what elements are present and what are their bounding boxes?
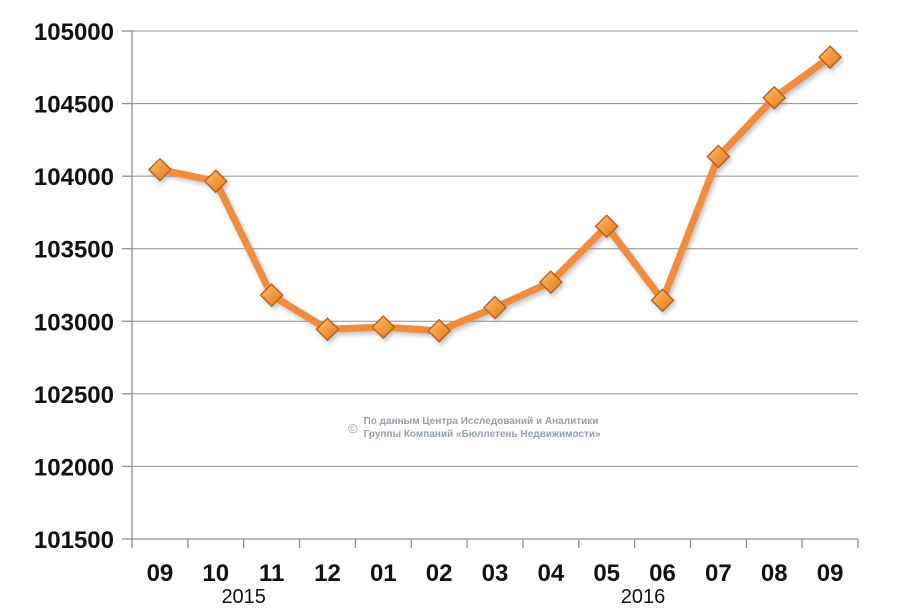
- x-tick-label: 06: [649, 560, 676, 587]
- x-tick-label: 09: [147, 560, 174, 587]
- x-tick-label: 04: [537, 560, 564, 587]
- y-tick-label: 105000: [34, 19, 114, 46]
- data-point: [706, 144, 731, 169]
- x-tick-label: 11: [259, 560, 284, 587]
- data-point: [483, 295, 507, 320]
- data-point: [538, 270, 563, 295]
- data-point: [203, 169, 228, 194]
- x-tick-label: 02: [426, 560, 453, 587]
- data-point: [762, 85, 787, 110]
- series-group: [147, 45, 843, 343]
- data-point: [818, 45, 843, 70]
- watermark-text: По данным Центра Исследований и Аналитик…: [364, 415, 601, 441]
- y-tick-label: 102000: [34, 454, 114, 481]
- watermark: © По данным Центра Исследований и Аналит…: [348, 415, 601, 441]
- data-point: [594, 214, 619, 239]
- price-line: [156, 53, 834, 335]
- watermark-line-2: Группы Компаний «Бюллетень Недвижимости»: [363, 429, 601, 440]
- watermark-line-1: По данным Центра Исследований и Аналитик…: [363, 416, 599, 427]
- x-tick-label: 09: [817, 560, 844, 587]
- x-tick-label: 08: [761, 560, 788, 587]
- y-tick-label: 103000: [34, 309, 114, 336]
- x-tick-label: 07: [705, 560, 732, 587]
- data-point: [371, 315, 396, 340]
- y-tick-label: 102500: [34, 382, 114, 409]
- y-tick-label: 104000: [34, 164, 114, 191]
- year-label: 2015: [221, 586, 266, 608]
- y-tick-label: 103500: [34, 237, 114, 264]
- data-point: [147, 157, 172, 182]
- y-tick-label: 104500: [34, 92, 114, 119]
- x-tick-label: 12: [314, 560, 341, 587]
- x-tick-label: 05: [593, 560, 620, 587]
- y-tick-label: 101500: [34, 527, 114, 554]
- x-tick-label: 01: [370, 560, 397, 587]
- copyright-icon: ©: [348, 420, 358, 436]
- year-label: 2016: [621, 586, 666, 608]
- x-tick-label: 10: [202, 560, 229, 587]
- data-point: [427, 318, 452, 343]
- x-tick-label: 03: [482, 560, 509, 587]
- data-point: [259, 283, 284, 308]
- data-point: [315, 317, 340, 342]
- data-point: [650, 288, 675, 313]
